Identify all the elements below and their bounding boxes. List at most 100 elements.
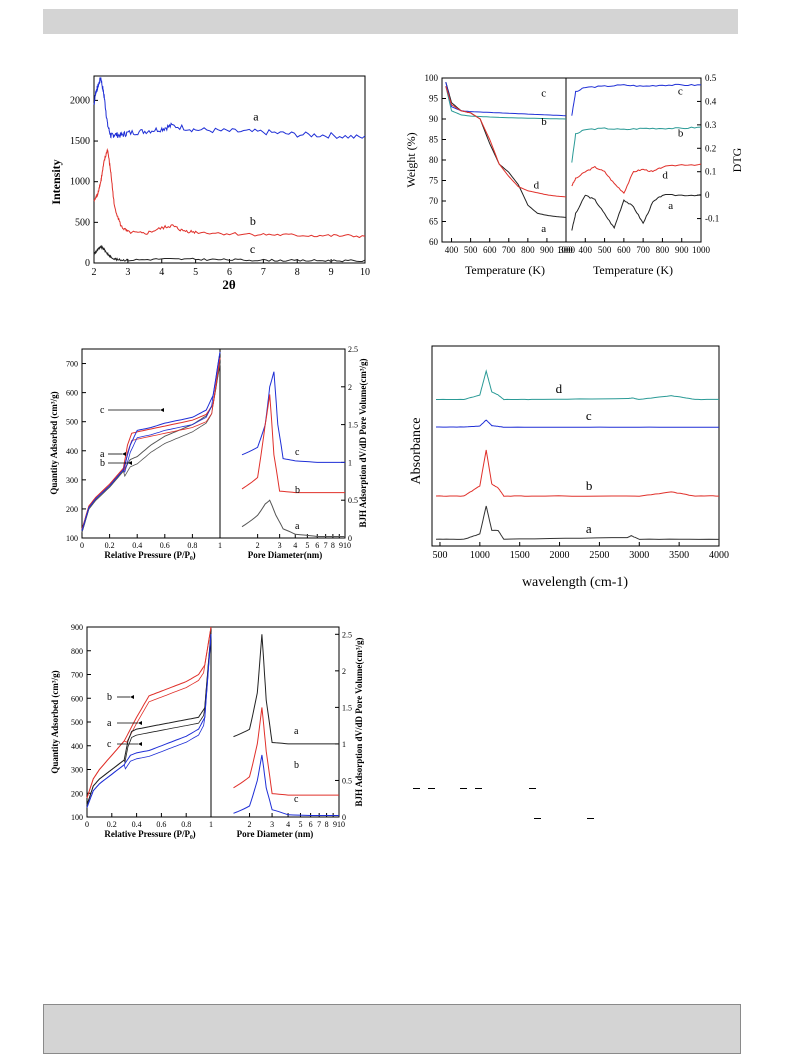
x-tick-label: 0 [80, 541, 84, 550]
header-bar [43, 9, 738, 34]
y-tick-label: 2.5 [342, 630, 352, 639]
x-tick-label: 500 [598, 245, 612, 255]
series-label-c: c [100, 405, 105, 416]
x-tick-label: 3500 [669, 550, 689, 561]
x-tick-label: 8 [325, 820, 329, 829]
series-line-d [445, 86, 567, 198]
y-tick-label: 85 [429, 135, 439, 145]
isotherm-plot [81, 351, 221, 533]
series-line-b-desorption [86, 626, 212, 799]
y-tick-label: 2.5 [348, 345, 358, 354]
y-tick-label: 500 [75, 217, 90, 228]
x-tick-label: 6 [227, 267, 232, 278]
x-tick-label: 3 [270, 820, 274, 829]
series-line-b [445, 86, 567, 120]
overbar-mark [534, 818, 541, 819]
y-tick-label: 2 [342, 667, 346, 676]
series-label-d: d [534, 180, 540, 192]
series-label-c: c [586, 408, 592, 423]
series-line-c [81, 351, 221, 531]
plot-area: a bc [93, 77, 366, 263]
isotherm-x-label: Relative Pressure (P/P₀) [104, 829, 195, 839]
y-tick-label: 100 [66, 534, 78, 543]
y-tick-label: 1000 [70, 177, 90, 188]
dtg-frame [565, 77, 702, 243]
x-tick-label: 600 [483, 245, 497, 255]
series-line-b [241, 394, 345, 494]
y-tick-label: 600 [71, 694, 83, 703]
x-tick-label: 910 [333, 820, 345, 829]
series-label-b: b [678, 128, 684, 140]
isotherm-x-ticks: 0 0.2 0.4 0.6 0.8 1 [80, 534, 222, 550]
x-axis-label: 2θ [222, 277, 236, 292]
x-tick-label: 0.6 [160, 541, 170, 550]
y-tick-label: 75 [429, 176, 439, 186]
dtg-x-label: Temperature (K) [593, 263, 673, 277]
y-tick-label: 2 [348, 383, 352, 392]
x-tick-label: 4 [293, 541, 297, 550]
series-line-c [233, 754, 339, 816]
x-tick-label: 4000 [709, 550, 729, 561]
series-line-d [436, 369, 719, 401]
isotherm-y-label: Quantity Adsorbed (cm³/g) [50, 391, 59, 494]
series-line-a [571, 194, 702, 231]
series-line-c-desorption [81, 351, 221, 531]
weight-y-label: Weight (%) [405, 132, 418, 187]
isotherm-y-ticks: 100 200 300 400 500 600 700 800 900 [71, 623, 91, 822]
isotherm-y-label: Quantity Adsorbed (cm³/g) [50, 670, 60, 773]
series-line-c [445, 81, 567, 117]
series-label-a: a [668, 200, 673, 212]
y-tick-label: 0 [348, 534, 352, 543]
x-tick-label: 1000 [557, 245, 576, 255]
y-tick-label: -0.1 [705, 214, 719, 224]
x-tick-label: 5 [305, 541, 309, 550]
x-tick-label: 3 [125, 267, 130, 278]
dtg-plot: c b d a [571, 83, 702, 231]
dtg-y-label: DTG [730, 147, 744, 172]
series-line-b [81, 357, 221, 530]
overbar-mark [587, 818, 594, 819]
series-line-a [241, 499, 345, 537]
series-line-c [93, 244, 366, 263]
xrd-chart: 0 500 1000 1500 2000 2 3 4 5 6 7 8 9 10 a bc Intensit… [49, 75, 370, 292]
x-tick-label: 6 [315, 541, 319, 550]
y-tick-label: 1.5 [348, 421, 358, 430]
y-tick-label: 100 [71, 813, 83, 822]
series-line-b-desorption [81, 357, 221, 530]
series-line-a [81, 363, 221, 533]
x-tick-label: 0.4 [132, 820, 142, 829]
dtg-y-ticks: -0.1 0 0.1 0.2 0.3 0.4 0.5 [697, 73, 719, 224]
series-label-a: a [294, 726, 299, 737]
series-label-a: a [541, 223, 546, 235]
y-tick-label: 600 [66, 389, 78, 398]
x-tick-label: 500 [464, 245, 478, 255]
arrow-head [128, 461, 132, 465]
y-tick-label: 500 [66, 418, 78, 427]
footer-box [43, 1004, 741, 1054]
x-tick-label: 400 [445, 245, 459, 255]
x-tick-label: 1000 [470, 550, 490, 561]
x-tick-label: 600 [617, 245, 631, 255]
y-tick-label: 0 [342, 813, 346, 822]
series-line-b [93, 147, 366, 239]
weight-x-label: Temperature (K) [465, 263, 545, 277]
x-tick-label: 1000 [692, 245, 711, 255]
y-tick-label: 0 [705, 190, 710, 200]
series-label-b: b [100, 458, 105, 469]
series-label-b: b [541, 116, 547, 128]
arrow-head [160, 408, 164, 412]
series-label-b: b [295, 485, 300, 496]
y-tick-label: 80 [429, 155, 439, 165]
weight-plot: c b d a [445, 81, 567, 235]
isotherm-x-ticks: 0 0.2 0.4 0.6 0.8 1 [85, 813, 213, 829]
y-tick-label: 60 [429, 237, 439, 247]
x-tick-label: 0.2 [107, 820, 117, 829]
x-tick-label: 8 [295, 267, 300, 278]
x-tick-label: 7 [261, 267, 266, 278]
x-tick-label: 300 [559, 245, 573, 255]
x-tick-label: 0.6 [156, 820, 166, 829]
isotherm-x-label: Relative Pressure (P/P₀) [104, 550, 195, 560]
series-line-d [571, 163, 702, 194]
series-label-c: c [107, 739, 112, 750]
